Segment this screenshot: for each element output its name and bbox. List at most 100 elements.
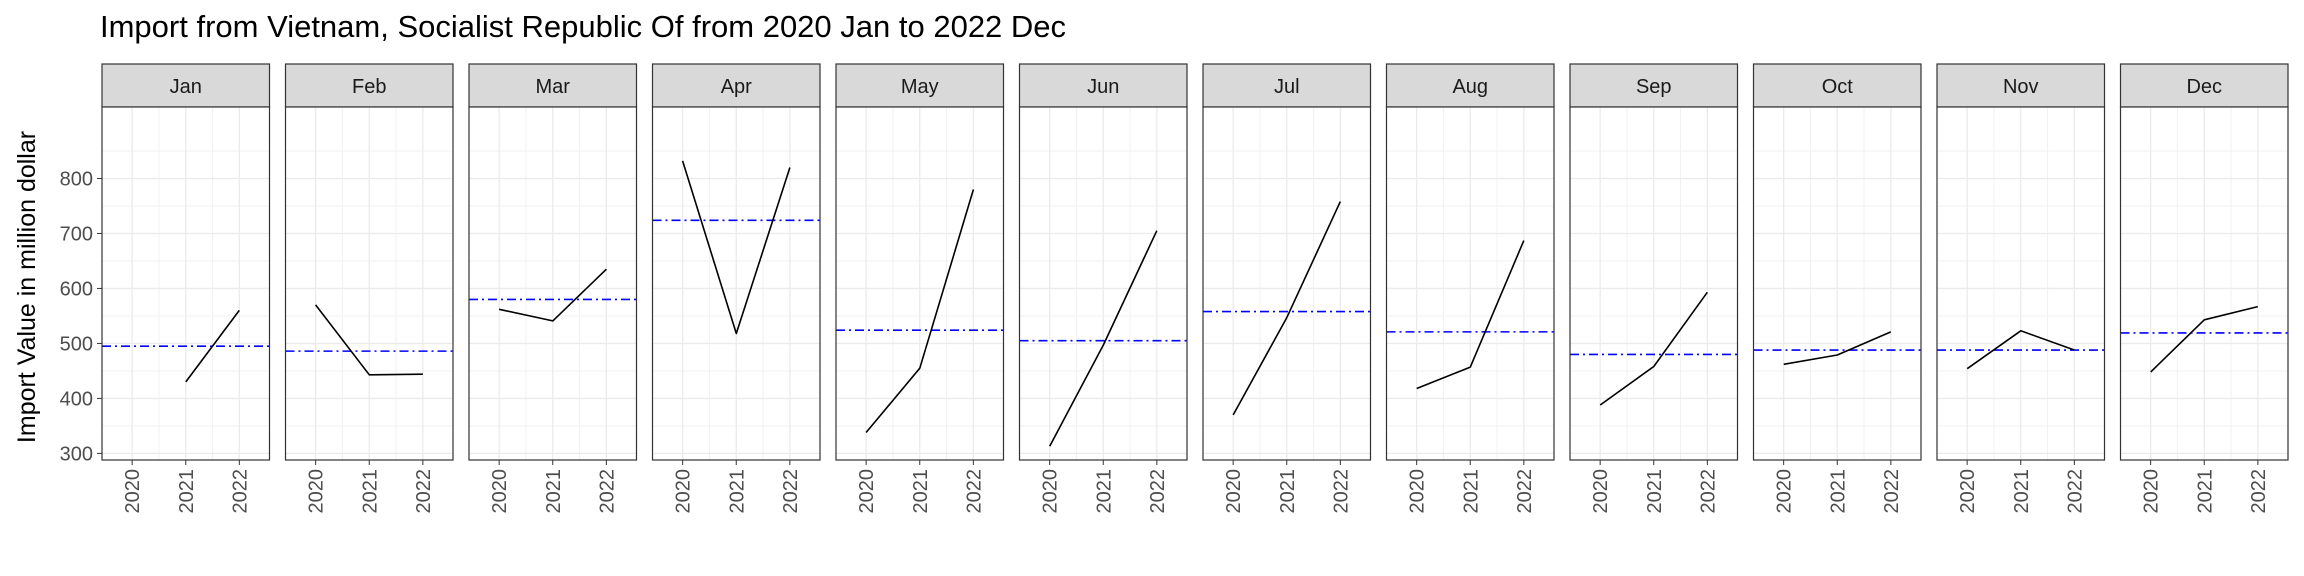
x-tick-label: 2021 (1644, 469, 1666, 514)
y-tick-label: 800 (60, 168, 93, 190)
chart-title: Import from Vietnam, Socialist Republic … (100, 9, 1066, 44)
x-tick-label: 2022 (963, 469, 985, 514)
plot-panel-border (2119, 106, 2289, 461)
y-tick-label: 300 (60, 443, 93, 465)
plot-panel-border (1202, 106, 1372, 461)
series-line-jun (1048, 230, 1158, 447)
facet-panel-mar: Mar 2020 2021 2022 (468, 63, 638, 514)
plot-panel-border (651, 106, 821, 461)
facet-strip-label: Jun (1087, 76, 1119, 98)
plot-panel-border (1936, 106, 2106, 461)
x-tick-label: 2020 (489, 469, 511, 514)
x-tick-label: 2020 (1407, 469, 1429, 514)
facet-strip (1385, 63, 1555, 108)
facet-strip (1936, 63, 2106, 108)
x-tick-label: 2022 (780, 469, 802, 514)
facet-panel-nov: Nov 2020 2021 2022 (1936, 63, 2106, 514)
x-tick-label: 2022 (2064, 469, 2086, 514)
x-tick-label: 2022 (1330, 469, 1352, 514)
x-tick-label: 2020 (1223, 469, 1245, 514)
facet-panel-sep: Sep 2020 2021 2022 (1569, 63, 1739, 514)
x-tick-label: 2021 (2194, 469, 2216, 514)
facet-strip-label: Oct (1822, 76, 1854, 98)
x-tick-label: 2020 (306, 469, 328, 514)
series-line-jan (185, 309, 240, 383)
facet-panel-dec: Dec 2020 2021 2022 (2119, 63, 2289, 514)
y-tick-label: 600 (60, 278, 93, 300)
plot-panel-border (284, 106, 454, 461)
x-tick-label: 2020 (1590, 469, 1612, 514)
plot-panel-border (1385, 106, 1555, 461)
plot-panel-border (101, 106, 271, 461)
series-line-aug (1416, 240, 1525, 390)
x-tick-label: 2021 (1827, 469, 1849, 514)
facet-panel-jun: Jun 2020 2021 2022 (1018, 63, 1188, 514)
facet-strip-label: May (901, 76, 939, 98)
series-line-mar (498, 268, 607, 322)
x-tick-label: 2020 (2141, 469, 2163, 514)
facet-panel-jul: Jul 2020 2021 2022 (1202, 63, 1372, 514)
facet-strip-label: Feb (352, 76, 386, 98)
facet-panel-oct: Oct 2020 2021 2022 (1752, 63, 1922, 514)
facet-strip (468, 63, 638, 108)
facet-strip (1018, 63, 1188, 108)
x-tick-label: 2020 (1774, 469, 1796, 514)
y-axis-label: Import Value in million dollar (13, 131, 41, 443)
facet-panel-jan: Jan 2020 2021 2022 (101, 63, 271, 514)
facet-strip (1202, 63, 1372, 108)
series-line-nov (1966, 329, 2075, 370)
x-tick-label: 2020 (122, 469, 144, 514)
x-tick-label: 2022 (596, 469, 618, 514)
series-line-may (865, 189, 975, 434)
facet-strip-label: Jan (170, 76, 202, 98)
x-tick-label: 2021 (726, 469, 748, 514)
x-tick-label: 2021 (1093, 469, 1115, 514)
plot-panel-border (1018, 106, 1188, 461)
facet-strip (835, 63, 1005, 108)
series-line-oct (1783, 331, 1892, 366)
x-tick-label: 2022 (1147, 469, 1169, 514)
facet-strip (1752, 63, 1922, 108)
y-tick-label: 400 (60, 388, 93, 410)
x-tick-label: 2022 (2248, 469, 2270, 514)
x-tick-label: 2021 (359, 469, 381, 514)
facet-strip-label: Dec (2186, 76, 2222, 98)
series-line-apr (681, 160, 791, 335)
x-tick-label: 2021 (543, 469, 565, 514)
y-tick-label: 700 (60, 223, 93, 245)
facet-strip-label: Aug (1452, 76, 1488, 98)
x-tick-label: 2020 (856, 469, 878, 514)
facet-strip (2119, 63, 2289, 108)
facet-panel-feb: Feb 2020 2021 2022 (284, 63, 454, 514)
facet-panel-apr: Apr 2020 2021 2022 (651, 63, 821, 514)
x-tick-label: 2022 (1881, 469, 1903, 514)
facet-panel-may: May 2020 2021 2022 (835, 63, 1005, 514)
facet-strip-label: Nov (2003, 76, 2039, 98)
series-line-sep (1599, 291, 1708, 406)
facet-strip-label: Mar (536, 76, 571, 98)
panels-layer: 300 400 500 600 700 800 Jan 2020 2021 2022 Feb 2020… (60, 63, 2289, 514)
facet-strip-label: Apr (721, 76, 752, 98)
series-line-feb (314, 304, 423, 376)
x-tick-label: 2022 (1697, 469, 1719, 514)
series-line-dec (2150, 305, 2258, 373)
plot-panel-border (468, 106, 638, 461)
facet-panel-aug: Aug 2020 2021 2022 (1385, 63, 1555, 514)
facet-strip (1569, 63, 1739, 108)
x-tick-label: 2022 (1514, 469, 1536, 514)
x-tick-label: 2021 (1460, 469, 1482, 514)
x-tick-label: 2021 (176, 469, 198, 514)
x-tick-label: 2020 (673, 469, 695, 514)
facet-strip-label: Jul (1274, 76, 1300, 98)
plot-panel-border (1752, 106, 1922, 461)
series-line-jul (1232, 201, 1342, 416)
x-tick-label: 2021 (2011, 469, 2033, 514)
x-tick-label: 2022 (413, 469, 435, 514)
x-tick-label: 2020 (1040, 469, 1062, 514)
plot-panel-border (835, 106, 1005, 461)
facet-strip-label: Sep (1636, 76, 1672, 98)
x-tick-label: 2022 (229, 469, 251, 514)
x-tick-label: 2020 (1957, 469, 1979, 514)
